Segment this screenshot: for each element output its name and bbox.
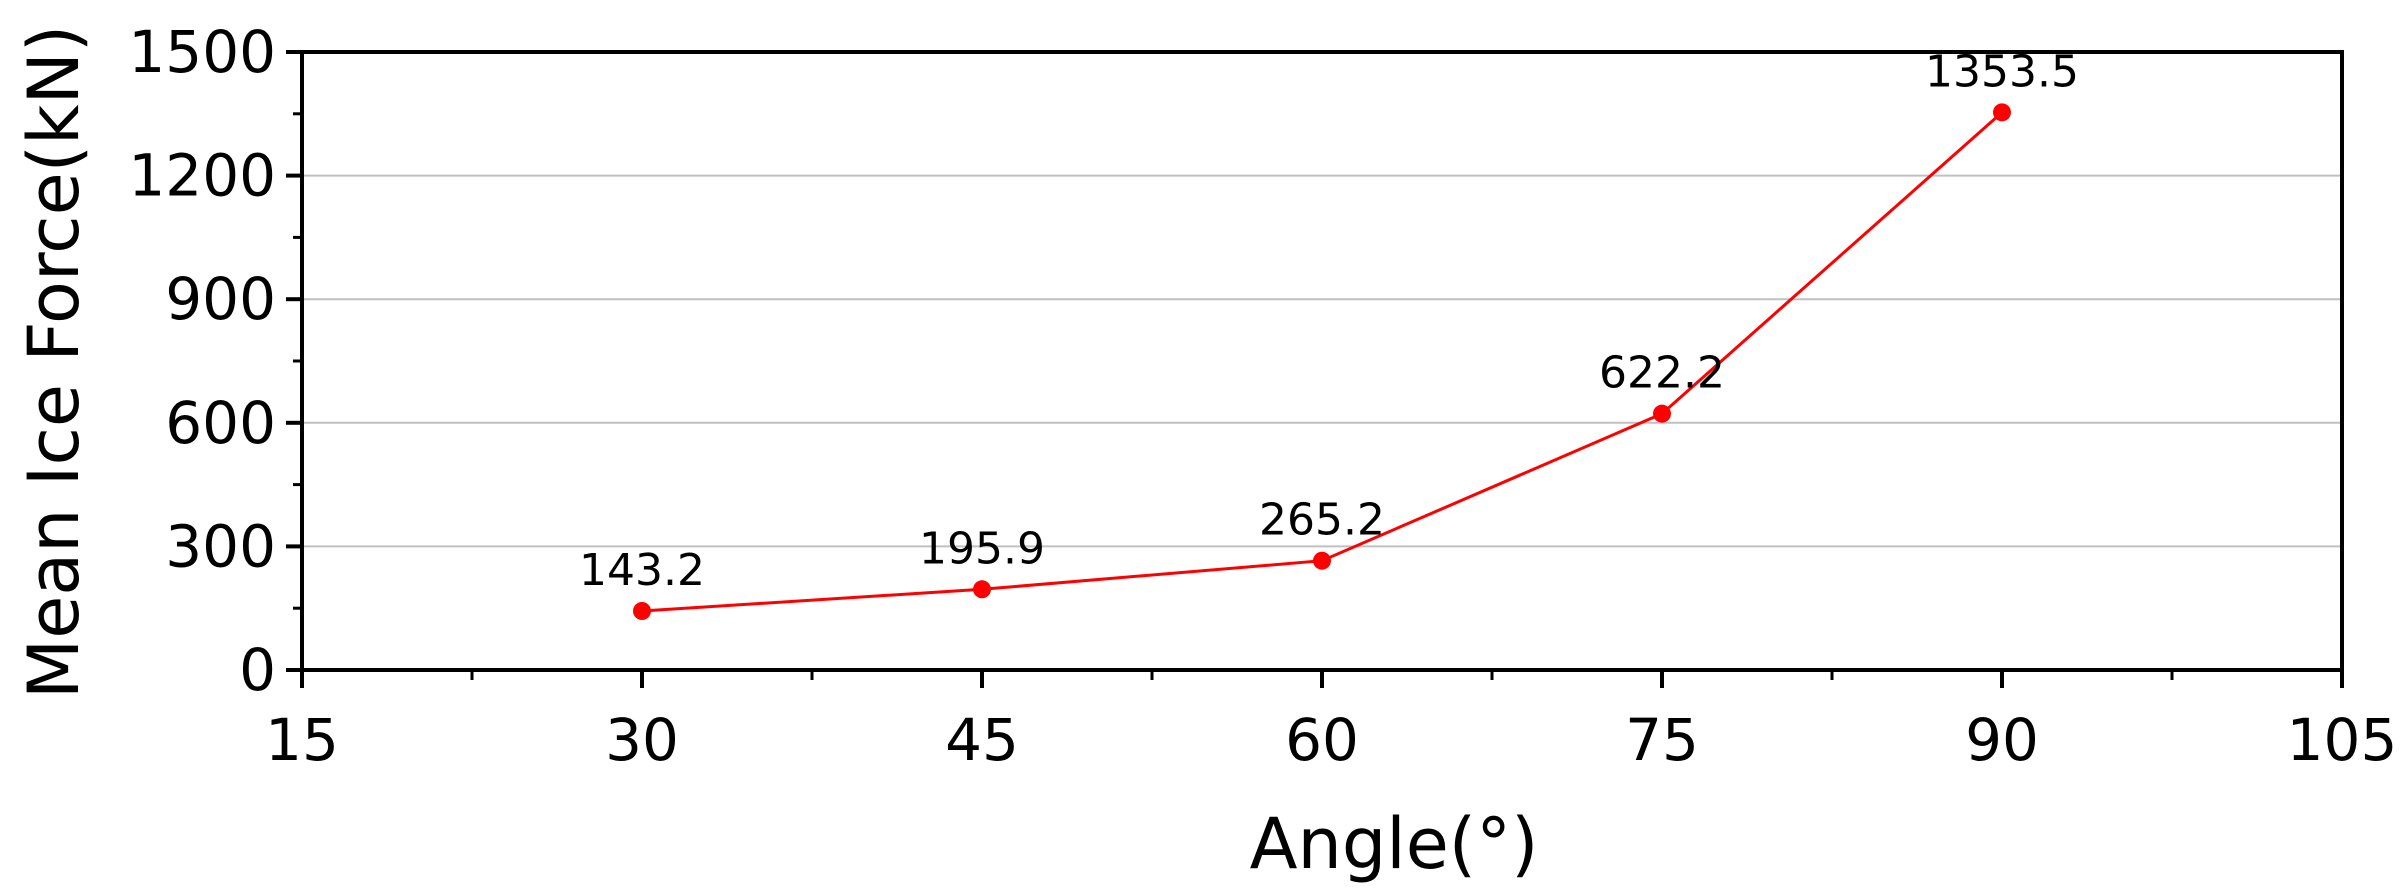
y-tick-label-300: 300 xyxy=(165,512,276,580)
x-tick-labels: 15 30 45 60 75 90 105 xyxy=(265,706,2397,774)
tick-marks xyxy=(286,50,2344,688)
y-tick-label-1200: 1200 xyxy=(128,142,276,210)
x-tick-label-60: 60 xyxy=(1285,706,1359,774)
data-point xyxy=(973,580,991,599)
gridlines xyxy=(302,51,2342,548)
y-tick-labels: 0 300 600 900 1200 1500 xyxy=(128,18,276,704)
y-tick-label-600: 600 xyxy=(165,389,276,457)
x-tick-label-45: 45 xyxy=(945,706,1019,774)
data-label-143.2: 143.2 xyxy=(579,545,705,596)
data-point xyxy=(633,602,651,621)
y-tick-label-1500: 1500 xyxy=(128,18,276,86)
data-point xyxy=(1993,103,2011,122)
data-point xyxy=(1313,551,1331,570)
y-axis-title: Mean Ice Force(kN) xyxy=(13,25,95,699)
data-label-195.9: 195.9 xyxy=(919,523,1045,574)
x-axis-title: Angle(°) xyxy=(1250,803,1539,885)
data-label-1353.5: 1353.5 xyxy=(1925,46,2079,97)
x-tick-label-15: 15 xyxy=(265,706,339,774)
x-tick-label-75: 75 xyxy=(1625,706,1699,774)
data-labels: 143.2 195.9 265.2 622.2 1353.5 xyxy=(579,46,2079,596)
x-tick-label-105: 105 xyxy=(2287,706,2398,774)
x-tick-label-90: 90 xyxy=(1965,706,2039,774)
y-tick-label-900: 900 xyxy=(165,265,276,333)
y-tick-label-0: 0 xyxy=(239,636,276,704)
data-points xyxy=(633,103,2011,621)
data-point xyxy=(1653,404,1671,423)
data-label-622.2: 622.2 xyxy=(1599,348,1725,399)
x-tick-label-30: 30 xyxy=(605,706,679,774)
data-label-265.2: 265.2 xyxy=(1259,495,1385,546)
